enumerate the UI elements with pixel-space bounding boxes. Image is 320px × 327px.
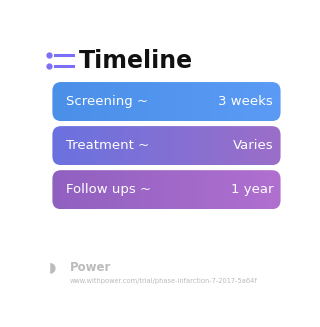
- Text: Timeline: Timeline: [78, 49, 193, 73]
- Text: Varies: Varies: [233, 139, 273, 152]
- Text: Power: Power: [70, 261, 111, 274]
- Text: Treatment ~: Treatment ~: [66, 139, 149, 152]
- Text: 3 weeks: 3 weeks: [218, 95, 273, 108]
- Text: 1 year: 1 year: [231, 183, 273, 196]
- Text: Screening ~: Screening ~: [66, 95, 148, 108]
- Text: www.withpower.com/trial/phase-infarction-7-2017-5a64f: www.withpower.com/trial/phase-infarction…: [70, 279, 258, 284]
- Text: Follow ups ~: Follow ups ~: [66, 183, 151, 196]
- Text: ◗: ◗: [49, 260, 56, 274]
